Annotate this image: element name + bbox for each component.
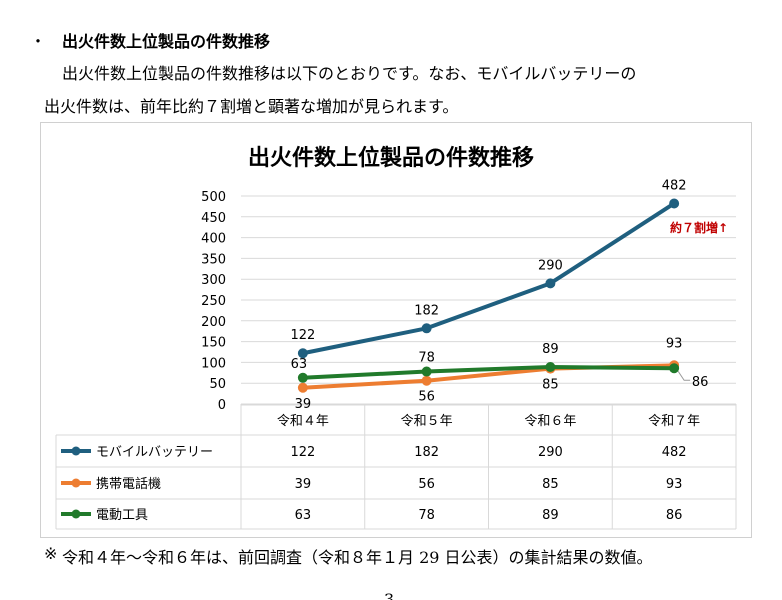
- data-label: 122: [290, 328, 315, 343]
- data-label: 482: [662, 178, 687, 193]
- data-label: 56: [418, 390, 435, 405]
- note-mark: ※: [44, 544, 58, 563]
- section-heading: 出火件数上位製品の件数推移: [62, 32, 271, 51]
- bullet: ・: [30, 32, 47, 51]
- data-label: 290: [538, 258, 563, 273]
- data-point: [669, 198, 680, 209]
- table-value: 39: [295, 477, 312, 492]
- table-value: 63: [295, 508, 312, 523]
- table-value: 122: [290, 445, 315, 460]
- table-value: 86: [666, 508, 683, 523]
- legend-key-marker: [71, 478, 81, 488]
- table-value: 78: [418, 508, 435, 523]
- page-number: 3: [384, 590, 395, 600]
- data-point: [545, 361, 556, 372]
- y-tick-label: 450: [201, 211, 226, 226]
- category-label: 令和７年: [648, 414, 700, 429]
- leader-line: [677, 370, 691, 381]
- category-label: 令和６年: [524, 414, 576, 429]
- data-label: 89: [542, 342, 559, 357]
- table-value: 89: [542, 508, 559, 523]
- legend-label: モバイルバッテリー: [96, 445, 213, 460]
- data-point: [421, 366, 432, 377]
- table-value: 85: [542, 477, 559, 492]
- category-label: 令和５年: [401, 414, 453, 429]
- chart-title: 出火件数上位製品の件数推移: [248, 145, 534, 171]
- y-tick-label: 150: [201, 336, 226, 351]
- y-tick-label: 0: [218, 398, 226, 413]
- table-value: 56: [418, 477, 435, 492]
- annotation-label: 約７割増↑: [670, 220, 728, 235]
- legend-key-marker: [71, 446, 81, 456]
- y-tick-label: 300: [201, 273, 226, 288]
- table-value: 93: [666, 477, 683, 492]
- data-label: 86: [692, 375, 709, 390]
- table-value: 290: [538, 445, 563, 460]
- series-line: [302, 201, 676, 356]
- series-line: [302, 364, 675, 380]
- data-point: [297, 348, 308, 359]
- data-point: [545, 278, 556, 289]
- data-label: 93: [666, 336, 683, 351]
- table-value: 482: [662, 445, 687, 460]
- paragraph-line-2: 出火件数は、前年比約７割増と顕著な増加が見られます。: [44, 97, 459, 116]
- chart-container: 出火件数上位製品の件数推移 0 50 100 150 200 250 300 350 400 45…: [40, 122, 752, 538]
- legend-key-marker: [71, 509, 81, 519]
- category-label: 令和４年: [277, 414, 329, 429]
- table-value: 182: [414, 445, 439, 460]
- y-tick-label: 250: [201, 294, 226, 309]
- data-label: 182: [414, 303, 439, 318]
- data-point: [421, 323, 432, 334]
- y-tick-label: 500: [201, 190, 226, 205]
- y-tick-label: 400: [201, 232, 226, 247]
- data-label: 85: [542, 378, 559, 393]
- y-tick-label: 100: [201, 356, 226, 371]
- paragraph-line-1: 出火件数上位製品の件数推移は以下のとおりです。なお、モバイルバッテリーの: [62, 64, 637, 83]
- legend-label: 携帯電話機: [96, 476, 161, 492]
- data-point: [297, 372, 308, 383]
- data-point: [297, 382, 308, 393]
- data-point: [421, 375, 432, 386]
- line-chart: 出火件数上位製品の件数推移 0 50 100 150 200 250 300 350 400 45…: [55, 145, 737, 530]
- y-tick-label: 200: [201, 315, 226, 330]
- data-label: 39: [295, 397, 312, 412]
- y-tick-label: 50: [209, 377, 226, 392]
- data-point: [669, 363, 680, 374]
- y-tick-label: 350: [201, 252, 226, 267]
- footnote: 令和４年～令和６年は、前回調査（令和８年１月 29 日公表）の集計結果の数値。: [62, 548, 653, 567]
- data-label: 78: [418, 351, 435, 366]
- data-label: 63: [291, 357, 308, 372]
- legend-label: 電動工具: [96, 508, 148, 523]
